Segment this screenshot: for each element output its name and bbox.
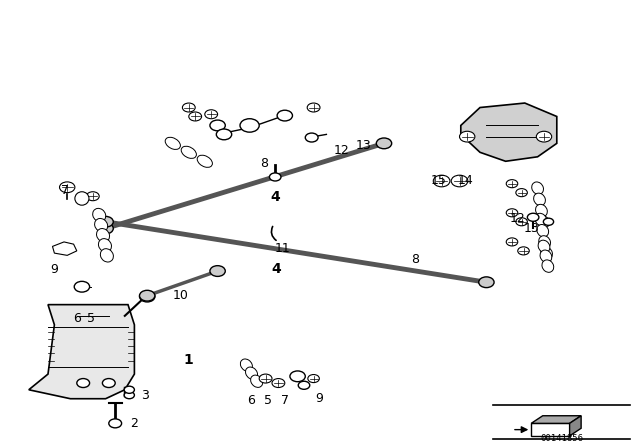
Text: 5: 5 — [264, 393, 271, 407]
Ellipse shape — [538, 240, 550, 253]
Text: 7: 7 — [61, 184, 69, 197]
Circle shape — [86, 192, 99, 201]
Circle shape — [98, 216, 113, 227]
Circle shape — [506, 180, 518, 188]
Ellipse shape — [97, 228, 109, 242]
Polygon shape — [570, 416, 581, 436]
Circle shape — [516, 189, 527, 197]
Polygon shape — [52, 242, 77, 255]
Text: 13: 13 — [356, 139, 371, 152]
Text: 12: 12 — [509, 212, 525, 225]
Circle shape — [272, 379, 285, 388]
Circle shape — [140, 291, 155, 302]
Text: 3: 3 — [141, 388, 149, 402]
Circle shape — [124, 392, 134, 399]
Circle shape — [189, 112, 202, 121]
Text: 8: 8 — [260, 157, 268, 170]
Circle shape — [216, 129, 232, 140]
Ellipse shape — [532, 182, 543, 194]
Circle shape — [506, 209, 518, 217]
Ellipse shape — [246, 367, 257, 379]
Text: 8: 8 — [411, 253, 419, 267]
Polygon shape — [29, 305, 134, 399]
Circle shape — [308, 375, 319, 383]
Text: 13: 13 — [524, 222, 540, 235]
Circle shape — [307, 103, 320, 112]
Ellipse shape — [251, 375, 262, 388]
Circle shape — [479, 277, 494, 288]
Circle shape — [210, 120, 225, 131]
Text: 11: 11 — [275, 242, 291, 255]
Text: 5: 5 — [87, 312, 95, 326]
Text: 14: 14 — [458, 174, 474, 188]
Text: 4: 4 — [271, 262, 282, 276]
Ellipse shape — [541, 247, 552, 259]
Circle shape — [290, 371, 305, 382]
Circle shape — [182, 103, 195, 112]
Text: 00141856: 00141856 — [540, 434, 584, 443]
Circle shape — [516, 218, 527, 226]
Circle shape — [240, 119, 259, 132]
Ellipse shape — [542, 260, 554, 272]
Circle shape — [506, 238, 518, 246]
Circle shape — [376, 138, 392, 149]
Circle shape — [74, 281, 90, 292]
Ellipse shape — [539, 236, 550, 248]
Ellipse shape — [540, 250, 552, 263]
Circle shape — [124, 386, 134, 393]
Text: 15: 15 — [431, 173, 447, 187]
Text: 6: 6 — [73, 312, 81, 326]
Circle shape — [77, 379, 90, 388]
Ellipse shape — [536, 204, 547, 217]
Circle shape — [543, 218, 554, 225]
Ellipse shape — [538, 215, 549, 228]
Polygon shape — [461, 103, 557, 161]
Ellipse shape — [534, 193, 545, 206]
Circle shape — [140, 290, 155, 301]
Polygon shape — [531, 416, 581, 423]
Ellipse shape — [93, 208, 106, 222]
Circle shape — [205, 110, 218, 119]
Circle shape — [269, 173, 281, 181]
Text: 4: 4 — [270, 190, 280, 204]
Circle shape — [210, 266, 225, 276]
Circle shape — [259, 374, 272, 383]
Circle shape — [305, 133, 318, 142]
Circle shape — [298, 381, 310, 389]
Text: 9: 9 — [315, 392, 323, 405]
Ellipse shape — [99, 239, 111, 252]
Circle shape — [433, 175, 450, 187]
Text: 9: 9 — [50, 263, 58, 276]
Circle shape — [109, 419, 122, 428]
Circle shape — [98, 223, 113, 234]
Circle shape — [102, 379, 115, 388]
Text: 2: 2 — [131, 417, 138, 430]
Ellipse shape — [100, 249, 113, 262]
Ellipse shape — [95, 219, 108, 232]
Circle shape — [60, 182, 75, 193]
Text: 12: 12 — [334, 143, 349, 157]
Text: 6: 6 — [248, 393, 255, 407]
Text: 10: 10 — [173, 289, 188, 302]
Ellipse shape — [181, 146, 196, 159]
Ellipse shape — [537, 224, 548, 237]
Circle shape — [536, 131, 552, 142]
Text: 7: 7 — [281, 393, 289, 407]
Circle shape — [460, 131, 475, 142]
Ellipse shape — [75, 192, 89, 205]
Ellipse shape — [197, 155, 212, 168]
Circle shape — [451, 175, 468, 187]
Ellipse shape — [165, 137, 180, 150]
Circle shape — [518, 247, 529, 255]
Ellipse shape — [241, 359, 252, 371]
Polygon shape — [531, 423, 570, 436]
Circle shape — [527, 213, 539, 221]
Text: 1: 1 — [184, 353, 194, 367]
Circle shape — [277, 110, 292, 121]
Ellipse shape — [535, 213, 547, 226]
